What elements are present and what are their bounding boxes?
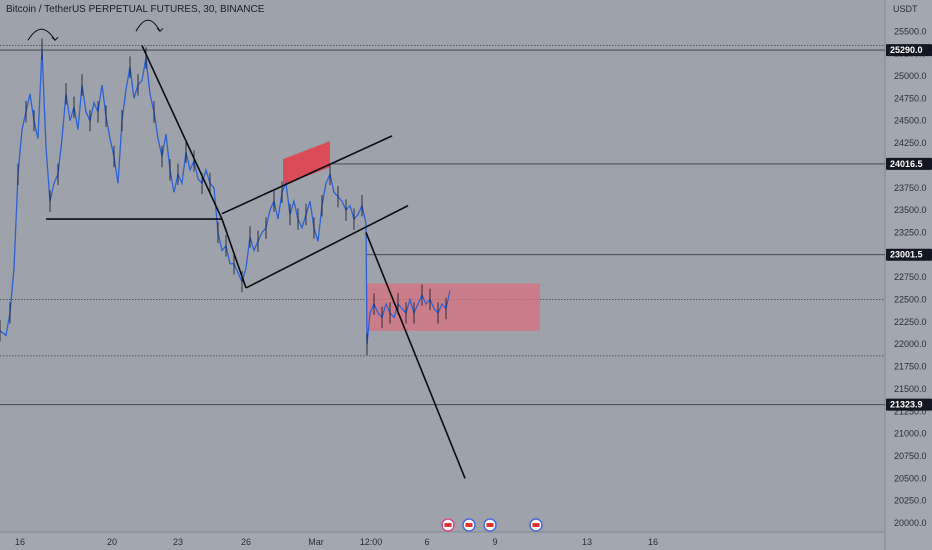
y-tick-label: 24250.0 <box>894 138 927 148</box>
y-tick-label: 25000.0 <box>894 71 927 81</box>
chart-title: Bitcoin / TetherUS PERPETUAL FUTURES, 30… <box>6 4 265 15</box>
y-tick-label: 22750.0 <box>894 272 927 282</box>
event-icon-flag-stripe <box>465 523 473 527</box>
event-icon-flag-stripe <box>444 523 452 527</box>
plot-area <box>0 0 885 532</box>
y-tick-label: 24500.0 <box>894 116 927 126</box>
x-tick-label: Mar <box>308 537 324 547</box>
event-icon-flag-stripe <box>486 523 494 527</box>
y-tick-label: 21250.0 <box>894 406 927 416</box>
trend-line <box>221 218 247 289</box>
y-tick-label: 20500.0 <box>894 473 927 483</box>
time-axis-background <box>0 532 885 550</box>
x-tick-label: 23 <box>173 537 183 547</box>
trend-line <box>365 232 466 479</box>
y-tick-label: 20000.0 <box>894 518 927 528</box>
y-tick-label: 20250.0 <box>894 496 927 506</box>
arc-arrowhead <box>156 27 164 33</box>
y-tick-label: 21000.0 <box>894 429 927 439</box>
price-tag-label: 21323.9 <box>890 400 923 410</box>
price-tag-background <box>886 398 932 411</box>
price-tag-background <box>886 44 932 57</box>
arc-annotation <box>135 19 161 32</box>
price-series-line <box>0 49 451 345</box>
x-tick-label: 6 <box>424 537 429 547</box>
y-tick-label: 21500.0 <box>894 384 927 394</box>
price-tag-label: 23001.5 <box>890 250 923 260</box>
x-tick-label: 9 <box>492 537 497 547</box>
y-tick-label: 24750.0 <box>894 93 927 103</box>
price-unit-label: USDT <box>893 4 918 14</box>
event-icon-flag-stripe <box>532 523 540 527</box>
supply-zone <box>283 141 330 186</box>
price-tag-label: 24016.5 <box>890 159 923 169</box>
y-tick-label: 23250.0 <box>894 227 927 237</box>
y-tick-label: 22500.0 <box>894 295 927 305</box>
trend-line <box>245 204 409 289</box>
price-tag-background <box>886 157 932 170</box>
x-tick-label: 13 <box>582 537 592 547</box>
x-tick-label: 20 <box>107 537 117 547</box>
price-tag-label: 25290.0 <box>890 45 923 55</box>
arc-arrowhead <box>51 36 59 41</box>
y-tick-label: 23750.0 <box>894 183 927 193</box>
arc-annotation <box>27 28 56 41</box>
trend-line <box>221 135 393 215</box>
x-tick-label: 12:00 <box>360 537 383 547</box>
y-tick-label: 23500.0 <box>894 205 927 215</box>
y-tick-label: 25500.0 <box>894 26 927 36</box>
price-tag-background <box>886 248 932 261</box>
x-tick-label: 16 <box>15 537 25 547</box>
trend-line <box>141 45 223 220</box>
y-tick-label: 22000.0 <box>894 339 927 349</box>
y-tick-label: 22250.0 <box>894 317 927 327</box>
x-tick-label: 26 <box>241 537 251 547</box>
x-tick-label: 16 <box>648 537 658 547</box>
y-tick-label: 20750.0 <box>894 451 927 461</box>
price-axis-background <box>885 0 932 550</box>
y-tick-label: 21750.0 <box>894 362 927 372</box>
range-zone <box>366 283 540 331</box>
